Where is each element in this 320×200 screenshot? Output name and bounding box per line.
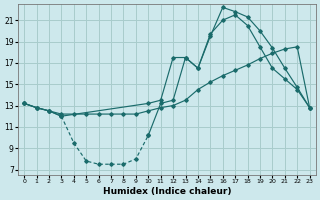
- X-axis label: Humidex (Indice chaleur): Humidex (Indice chaleur): [103, 187, 231, 196]
